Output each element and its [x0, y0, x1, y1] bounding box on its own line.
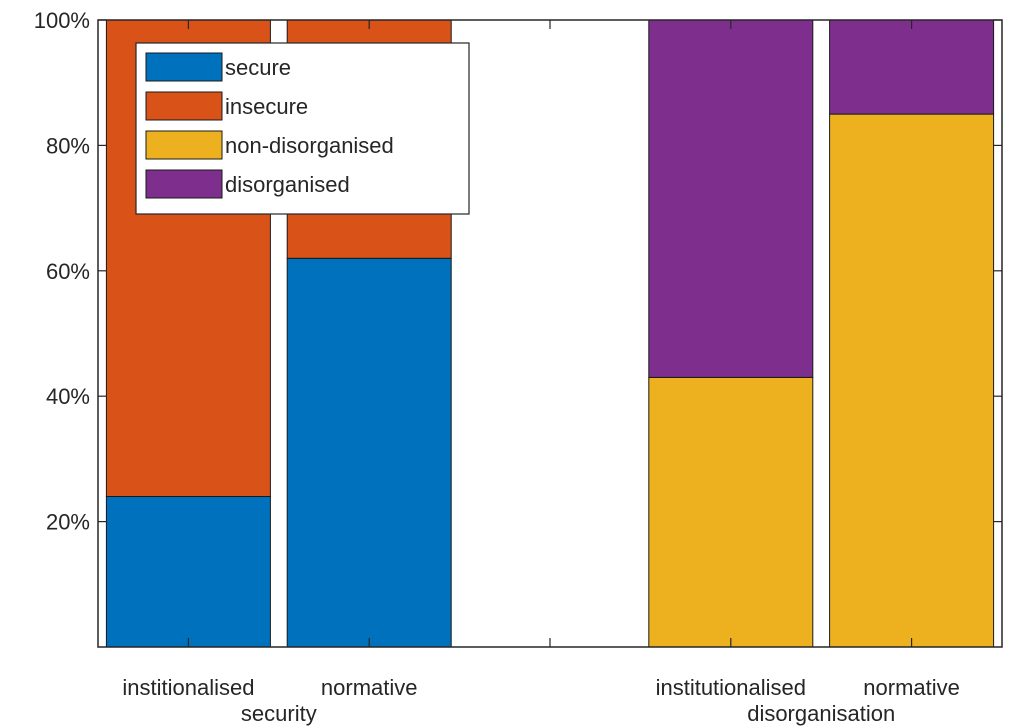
x-axis-ticks: institionalised normative institutionalise… [122, 20, 960, 726]
x-category-label: institionalised [122, 675, 254, 700]
legend-swatch-insecure [145, 91, 223, 121]
y-tick-label: 20% [46, 510, 90, 535]
bar-disorganised-3 [648, 19, 814, 378]
bar-secure-0 [105, 496, 271, 648]
y-tick-label: 40% [46, 384, 90, 409]
y-tick-label: 80% [46, 133, 90, 158]
legend-label-insecure: insecure [225, 94, 308, 119]
legend: secure insecure non-disorganised disorganis… [135, 42, 470, 215]
legend-label-secure: secure [225, 55, 291, 80]
legend-swatch-non-disorganised [145, 130, 223, 160]
legend-label-disorganised: disorganised [225, 172, 350, 197]
x-group-label: disorganisation [747, 701, 895, 726]
y-axis-ticks: 20% 40% 60% 80% 100% [34, 8, 1002, 535]
legend-swatch-disorganised [145, 169, 223, 199]
bar-secure-1 [286, 257, 452, 648]
legend-swatch-secure [145, 52, 223, 82]
x-category-label: normative [863, 675, 960, 700]
y-tick-label: 60% [46, 259, 90, 284]
y-tick-label: 100% [34, 8, 90, 33]
bar-non-disorganised-3 [648, 376, 814, 648]
bar-non-disorganised-4 [829, 113, 995, 648]
x-category-label: institutionalised [656, 675, 806, 700]
legend-label-non-disorganised: non-disorganised [225, 133, 394, 158]
x-category-label: normative [321, 675, 418, 700]
x-group-label: security [241, 701, 317, 726]
bar-disorganised-4 [829, 19, 995, 115]
